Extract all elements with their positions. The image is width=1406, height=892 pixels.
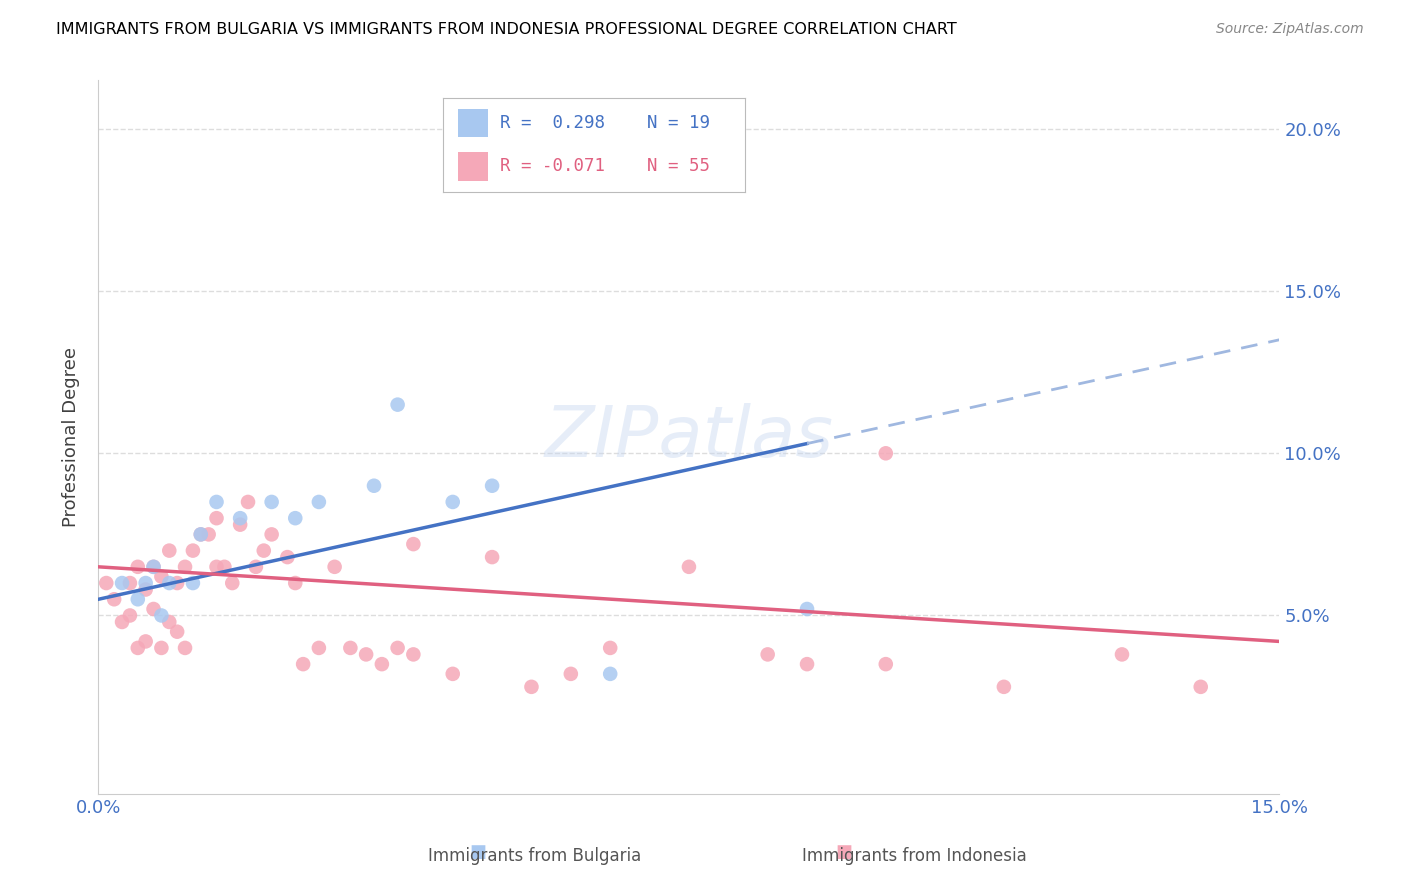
Point: [678, 559, 700, 574]
Point: [1189, 680, 1212, 694]
Point: [190, 527, 212, 541]
Point: [402, 648, 425, 662]
Point: [181, 576, 204, 591]
Point: [142, 602, 165, 616]
Point: [236, 495, 259, 509]
Point: [205, 495, 228, 509]
Point: [174, 559, 197, 574]
Point: [214, 559, 236, 574]
Point: [205, 511, 228, 525]
Point: [339, 640, 361, 655]
Point: [118, 608, 141, 623]
Point: [135, 634, 157, 648]
Point: [127, 592, 149, 607]
Text: ■: ■: [470, 843, 486, 861]
Point: [796, 602, 818, 616]
Point: [127, 640, 149, 655]
Point: [260, 527, 283, 541]
Text: ZIPatlas: ZIPatlas: [544, 402, 834, 472]
Point: [520, 680, 543, 694]
Point: [111, 615, 134, 629]
Point: [323, 559, 346, 574]
Point: [142, 559, 165, 574]
Point: [253, 543, 276, 558]
Point: [157, 615, 180, 629]
Point: [103, 592, 125, 607]
Point: [96, 576, 118, 591]
Point: [284, 511, 307, 525]
Point: [157, 576, 180, 591]
Point: [135, 576, 157, 591]
Point: [150, 569, 173, 583]
Point: [599, 640, 621, 655]
Point: [599, 666, 621, 681]
Point: [166, 624, 188, 639]
Point: [756, 648, 779, 662]
Point: [276, 550, 298, 565]
Point: [387, 640, 409, 655]
Point: [245, 559, 267, 574]
Point: [221, 576, 243, 591]
Point: [157, 543, 180, 558]
Point: [284, 576, 307, 591]
Point: [371, 657, 394, 672]
Point: [363, 479, 385, 493]
Point: [875, 657, 897, 672]
Point: [135, 582, 157, 597]
Text: ■: ■: [835, 843, 852, 861]
Point: [875, 446, 897, 460]
Text: R =  0.298    N = 19: R = 0.298 N = 19: [501, 114, 710, 132]
Point: [560, 666, 582, 681]
Bar: [458, 110, 488, 137]
Point: [118, 576, 141, 591]
Point: [308, 495, 330, 509]
Point: [292, 657, 315, 672]
Point: [174, 640, 197, 655]
Point: [150, 640, 173, 655]
Point: [142, 559, 165, 574]
Text: Immigrants from Indonesia: Immigrants from Indonesia: [801, 847, 1026, 865]
Point: [205, 559, 228, 574]
Point: [127, 559, 149, 574]
Text: Immigrants from Bulgaria: Immigrants from Bulgaria: [427, 847, 641, 865]
Point: [197, 527, 219, 541]
Point: [190, 527, 212, 541]
Point: [481, 550, 503, 565]
Point: [229, 511, 252, 525]
Point: [308, 640, 330, 655]
Point: [229, 517, 252, 532]
Point: [260, 495, 283, 509]
Point: [354, 648, 377, 662]
Point: [111, 576, 134, 591]
Point: [402, 537, 425, 551]
Point: [481, 479, 503, 493]
Point: [441, 666, 464, 681]
Point: [1111, 648, 1133, 662]
Text: R = -0.071    N = 55: R = -0.071 N = 55: [501, 158, 710, 176]
Point: [796, 657, 818, 672]
Point: [387, 398, 409, 412]
Y-axis label: Professional Degree: Professional Degree: [62, 347, 80, 527]
Text: Source: ZipAtlas.com: Source: ZipAtlas.com: [1216, 22, 1364, 37]
Bar: [458, 153, 488, 180]
Point: [166, 576, 188, 591]
Point: [181, 543, 204, 558]
Point: [150, 608, 173, 623]
Point: [993, 680, 1015, 694]
Text: IMMIGRANTS FROM BULGARIA VS IMMIGRANTS FROM INDONESIA PROFESSIONAL DEGREE CORREL: IMMIGRANTS FROM BULGARIA VS IMMIGRANTS F…: [56, 22, 957, 37]
Point: [441, 495, 464, 509]
